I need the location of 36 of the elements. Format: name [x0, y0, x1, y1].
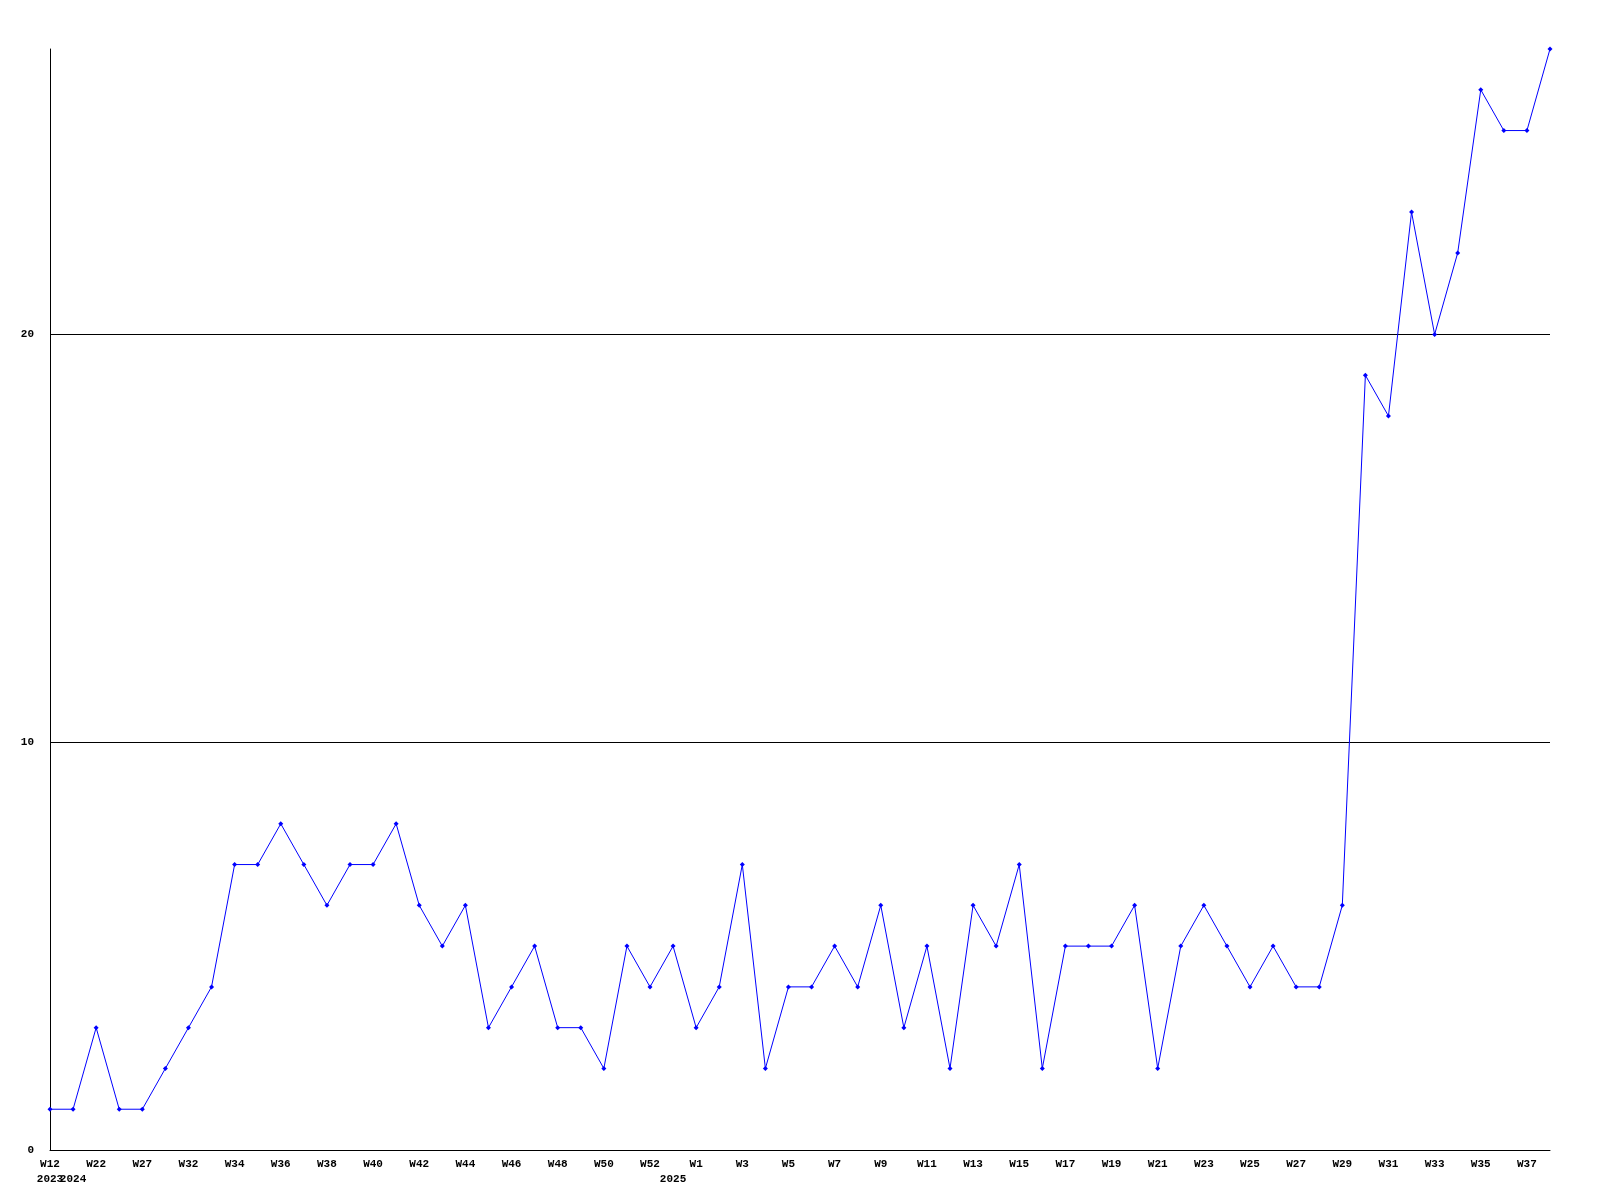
- y-tick-label: 20: [20, 328, 34, 341]
- y-tick-label: 10: [20, 736, 34, 749]
- x-tick-label: W38: [317, 1157, 338, 1170]
- x-tick-label: W5: [781, 1157, 796, 1170]
- x-tick-label: W35: [1470, 1157, 1492, 1170]
- x-tick-label: W7: [828, 1157, 842, 1170]
- x-tick-label: W3: [735, 1157, 750, 1170]
- x-tick-label: W29: [1332, 1157, 1353, 1170]
- x-tick-label: W21: [1147, 1157, 1168, 1170]
- x-tick-label: W48: [547, 1157, 568, 1170]
- x-tick-label: W34: [224, 1157, 245, 1170]
- x-tick-label: W37: [1517, 1157, 1537, 1170]
- x-tick-label: W52: [640, 1157, 660, 1170]
- x-tick-label: W1: [689, 1157, 704, 1170]
- x-tick-label: W31: [1378, 1157, 1399, 1170]
- x-tick-label: W11: [917, 1157, 938, 1170]
- x-tick-label: W50: [593, 1157, 614, 1170]
- x-tick-label: W25: [1240, 1157, 1261, 1170]
- x-tick-label: W44: [455, 1157, 476, 1170]
- x-tick-label: W17: [1055, 1157, 1076, 1170]
- x-tick-label: W32: [178, 1157, 199, 1170]
- y-tick-label: 0: [27, 1144, 34, 1156]
- x-tick-label: W9: [874, 1157, 888, 1170]
- x-tick-label: W36: [270, 1157, 291, 1170]
- x-tick-label: W22: [86, 1157, 107, 1170]
- x-tick-label: 2025: [659, 1172, 687, 1185]
- x-tick-label: W15: [1009, 1157, 1030, 1170]
- x-tick-label: W13: [963, 1157, 984, 1170]
- x-tick-label: W42: [409, 1157, 430, 1170]
- x-tick-label: W27: [132, 1157, 153, 1170]
- x-tick-label: W40: [363, 1157, 383, 1170]
- x-tick-label: W46: [501, 1157, 522, 1170]
- x-tick-label: W19: [1101, 1157, 1122, 1170]
- x-tick-label: W33: [1424, 1157, 1445, 1170]
- x-tick-label: W23: [1193, 1157, 1215, 1170]
- x-tick-label: W27: [1286, 1157, 1307, 1170]
